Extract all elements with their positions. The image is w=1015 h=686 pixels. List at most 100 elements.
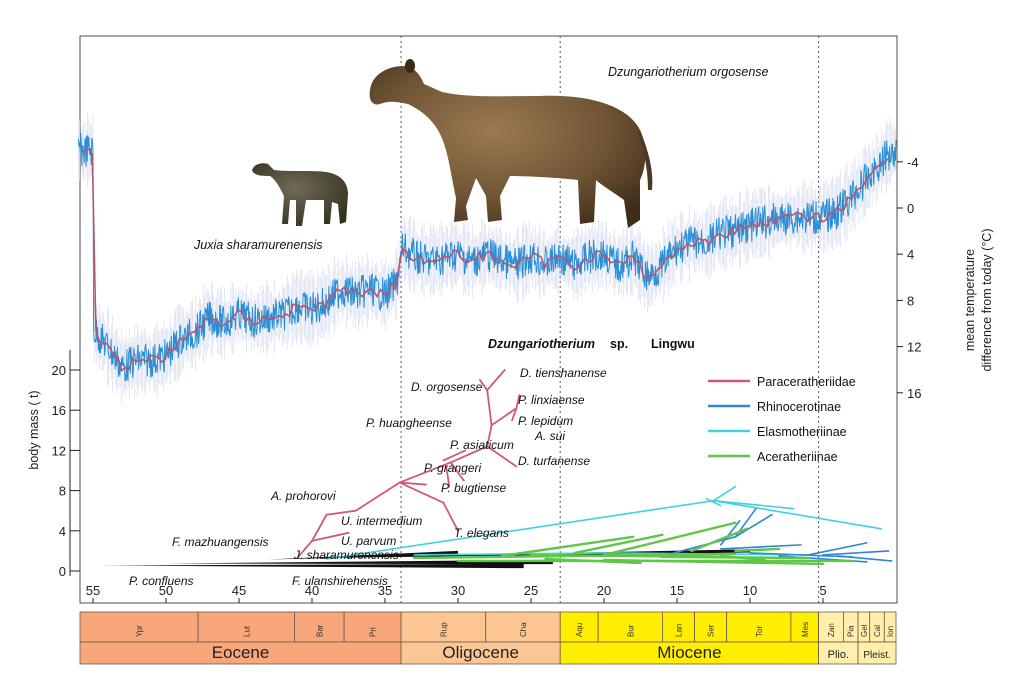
elasmotheriinae-branch xyxy=(325,499,715,560)
y-right-tick-label: 8 xyxy=(907,293,914,308)
rhinocerotinae-branch xyxy=(719,544,802,550)
stage-label: Lan xyxy=(674,624,683,637)
x-tick-label: 30 xyxy=(451,583,465,598)
stage-label: Rup xyxy=(439,622,448,637)
paraceratheriidae-branch xyxy=(449,461,465,482)
paraceratheriidae-branch xyxy=(311,531,350,542)
y-right-tick-label: -4 xyxy=(907,155,919,170)
y-right-tick-label: 16 xyxy=(907,386,921,401)
x-tick-label: 5 xyxy=(819,583,826,598)
species-label: U. intermedium xyxy=(341,514,422,528)
paraceratheriidae-branch xyxy=(449,445,489,464)
stage-label: Lut xyxy=(242,625,251,637)
y-left-tick-label: 8 xyxy=(59,484,66,499)
stage-label: Bar xyxy=(315,624,324,637)
paraceratheriidae-branch xyxy=(486,445,518,468)
paraceratheriidae-branch xyxy=(486,424,493,448)
plot-border xyxy=(79,35,898,604)
paraceratheriidae-branch xyxy=(354,481,401,512)
species-label: Dzungariotherium xyxy=(488,337,595,351)
legend-label: Rhinocerotinae xyxy=(757,400,841,414)
rhinocerotinae-branch xyxy=(822,550,890,556)
stage-label: Pri xyxy=(369,627,378,637)
x-tick-label: 15 xyxy=(670,583,684,598)
paraceratheriidae-branch xyxy=(442,449,467,462)
plot-frame xyxy=(79,35,898,604)
stage-label: Zan xyxy=(827,623,836,637)
stage-label: Cha xyxy=(519,622,528,637)
paraceratheriidae-branch xyxy=(490,407,518,427)
paraceratheriidae-branch xyxy=(445,465,451,488)
species-label: J. sharamurenensis xyxy=(293,548,399,562)
species-label: F. ulanshirehensis xyxy=(292,574,388,588)
y-left-tick-label: 12 xyxy=(52,443,66,458)
paraceratheriidae-branch xyxy=(325,509,357,516)
aceratheriinae-branch xyxy=(602,558,825,566)
paraceratheriidae-branch xyxy=(486,369,506,392)
species-label: P. confluens xyxy=(129,574,194,588)
species-label: P. huangheense xyxy=(366,416,452,430)
aceratheriinae-branch xyxy=(544,557,642,565)
x-tick-label: 25 xyxy=(524,583,538,598)
temperature-smoothed-series xyxy=(81,147,889,373)
y-left-tick-label: 16 xyxy=(52,403,66,418)
rhinocerotinae-branch xyxy=(836,555,893,562)
stem-wedge xyxy=(268,550,458,560)
elasmotheriinae-branch xyxy=(705,497,722,507)
aceratheriinae-branch xyxy=(690,527,749,553)
species-label: P. grangeri xyxy=(424,461,481,475)
species-label: F. mazhuangensis xyxy=(172,535,269,549)
paraceratheriidae-branch xyxy=(486,389,493,427)
aceratheriinae-branch xyxy=(734,547,781,553)
legend-label: Elasmotheriinae xyxy=(757,425,847,439)
y-right-axis-label-line2: difference from today (°C) xyxy=(980,228,994,371)
stage-label: Gel xyxy=(860,624,869,637)
stage-label: Ser xyxy=(707,624,716,637)
x-tick-label: 35 xyxy=(378,583,392,598)
stage-label: Ion xyxy=(886,626,895,637)
legend-label: Aceratheriinae xyxy=(757,450,838,464)
stage-cell xyxy=(597,611,663,643)
stage-label: Pia xyxy=(847,625,856,637)
y-right-tick-label: 0 xyxy=(907,201,914,216)
x-tick-label: 40 xyxy=(305,583,319,598)
species-label: U. parvum xyxy=(341,534,396,548)
stem-wedge xyxy=(166,559,553,565)
aceratheriinae-branch xyxy=(719,554,766,562)
stage-label: Mes xyxy=(801,622,810,637)
stem-wedge xyxy=(100,563,524,569)
paraceratheriidae-branch xyxy=(398,481,427,486)
juxia-illustration xyxy=(252,163,348,226)
juxia-caption: Juxia sharamurenensis xyxy=(193,238,323,252)
y-right-tick-label: 4 xyxy=(907,247,914,262)
y-left-tick-label: 4 xyxy=(59,524,66,539)
dzungariotherium-illustration xyxy=(369,59,653,228)
species-label: P. lepidum xyxy=(518,414,573,428)
legend-label: Paraceratheriidae xyxy=(757,375,856,389)
stage-label: Tor xyxy=(755,626,764,637)
species-label: Lingwu xyxy=(651,337,695,351)
aceratheriinae-branch xyxy=(500,535,635,558)
paraceratheriidae-branch xyxy=(478,379,489,392)
species-label: T. elegans xyxy=(454,526,509,540)
stage-cell xyxy=(294,611,345,643)
geologic-timescale: Ypr Lut Bar Pri Rup Cha Aqu Bur Lan Ser Tor Mes Zan P… xyxy=(79,611,897,665)
dzungariotherium-caption: Dzungariotherium orgosense xyxy=(608,65,769,79)
paraceratheriidae-branch xyxy=(398,461,452,484)
species-label: sp. xyxy=(610,337,628,351)
species-label: P. asiaticum xyxy=(450,438,514,452)
paraceratheriidae-branch xyxy=(398,481,445,504)
phylogeny-tree xyxy=(100,369,893,569)
stage-label: Aqu xyxy=(575,623,584,637)
x-tick-label: 50 xyxy=(159,583,173,598)
species-label: P. bugtiense xyxy=(441,481,506,495)
epoch-label: Miocene xyxy=(657,643,721,662)
elasmotheriinae-branch xyxy=(712,485,737,502)
y-left-tick-label: 0 xyxy=(59,564,66,579)
paraceratheriidae-branch xyxy=(515,394,521,410)
stage-cell xyxy=(662,611,695,643)
species-label: D. orgosense xyxy=(411,380,483,394)
elasmotheriinae-branch xyxy=(712,499,795,510)
rhinocerotinae-branch xyxy=(734,513,773,538)
